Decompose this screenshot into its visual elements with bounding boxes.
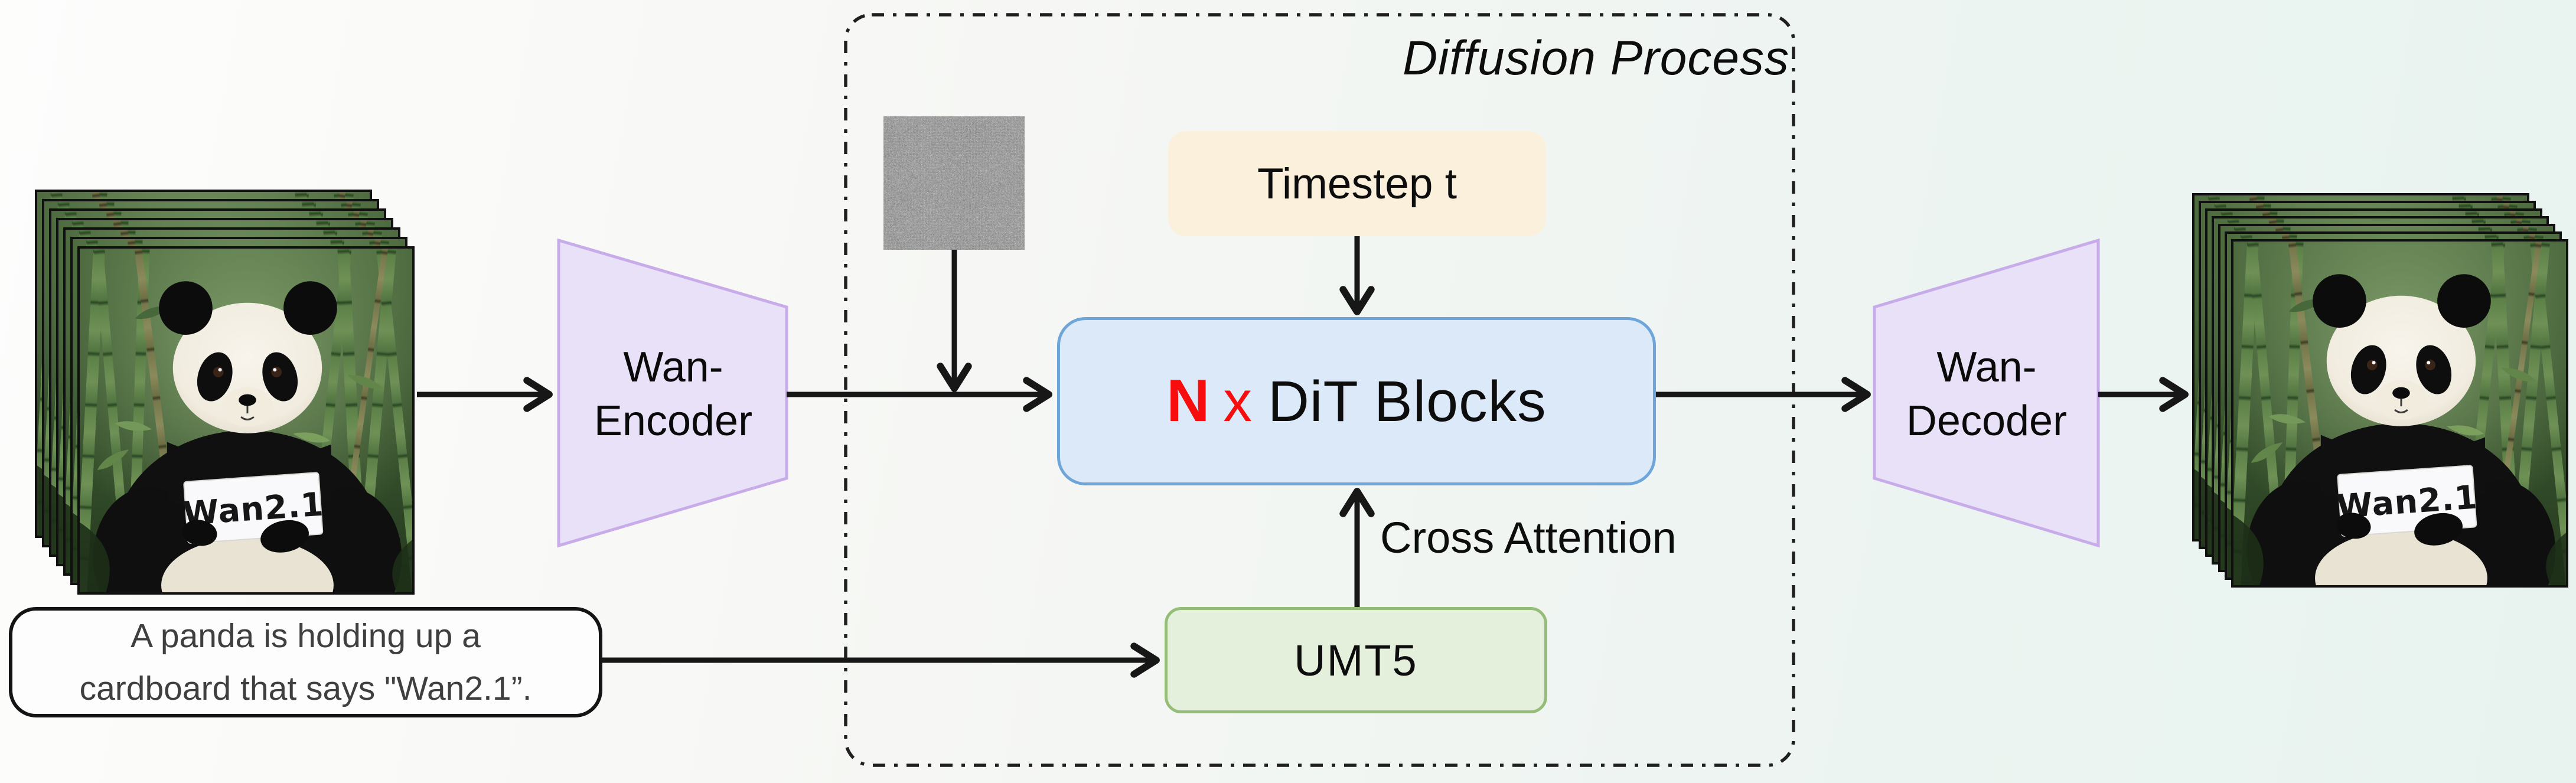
wan-encoder-label: Wan- Encoder bbox=[594, 344, 753, 445]
prompt-box: A panda is holding up a cardboard that s… bbox=[9, 607, 602, 717]
dit-times: x bbox=[1223, 368, 1253, 433]
dit-blocks-box: N x DiT Blocks bbox=[1057, 317, 1656, 485]
dit-n: N bbox=[1166, 368, 1211, 434]
diagram-title: Diffusion Process bbox=[1402, 31, 1789, 85]
umt5-label: UMT5 bbox=[1294, 635, 1418, 685]
umt5-box: UMT5 bbox=[1165, 607, 1547, 713]
cross-attention-label: Cross Attention bbox=[1380, 513, 1677, 562]
wan-decoder-label: Wan- Decoder bbox=[1906, 344, 2068, 445]
prompt-text: A panda is holding up a cardboard that s… bbox=[79, 617, 532, 707]
dit-blocks-label: DiT Blocks bbox=[1267, 368, 1547, 433]
video-frame-front bbox=[77, 246, 415, 595]
video-frame-front bbox=[2231, 239, 2568, 588]
noise-latent-image bbox=[883, 116, 1025, 250]
timestep-label: Timestep t bbox=[1257, 159, 1457, 208]
timestep-box: Timestep t bbox=[1168, 131, 1546, 236]
